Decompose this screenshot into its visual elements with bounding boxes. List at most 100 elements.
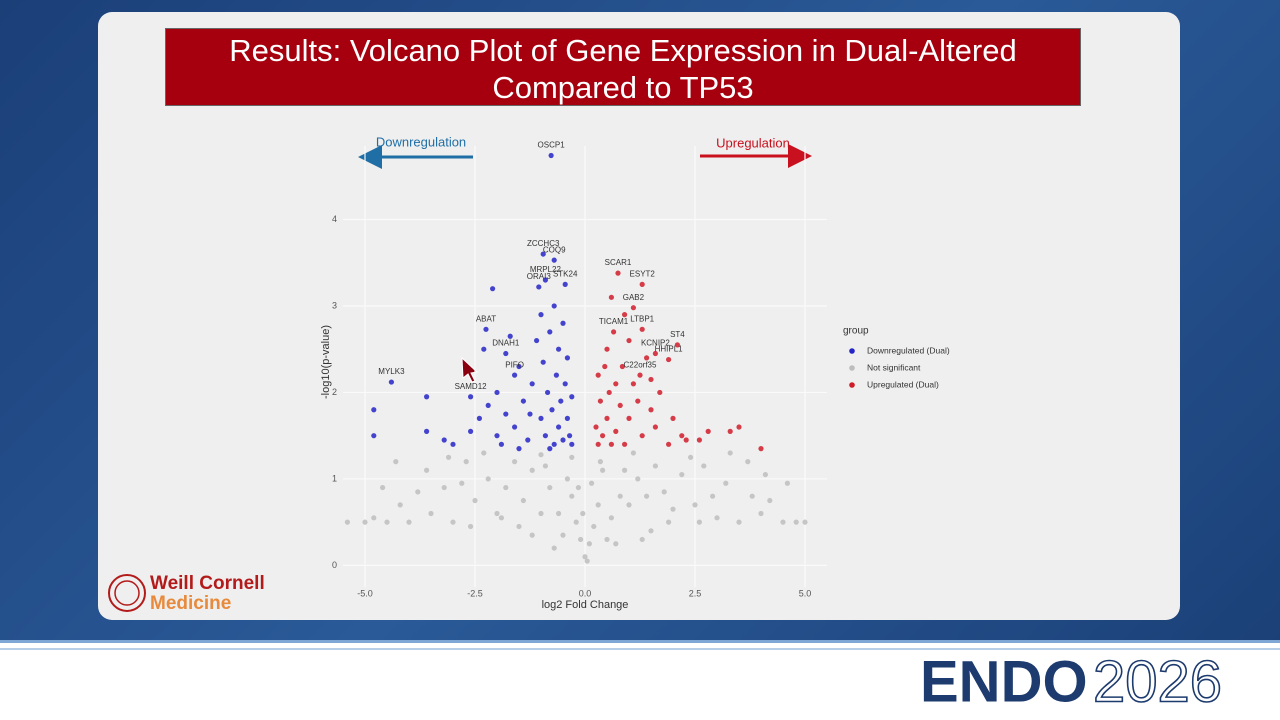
data-point bbox=[644, 355, 650, 361]
data-point bbox=[569, 394, 575, 400]
data-point bbox=[556, 346, 562, 352]
data-point bbox=[560, 320, 566, 326]
data-point bbox=[547, 329, 553, 335]
data-point bbox=[604, 536, 610, 543]
data-point bbox=[589, 480, 595, 486]
annotation: Upregulation bbox=[716, 135, 790, 150]
data-point bbox=[498, 441, 504, 447]
gene-label: LTBP1 bbox=[630, 314, 654, 323]
data-point bbox=[494, 510, 500, 517]
data-point bbox=[551, 257, 557, 263]
annotation: Downregulation bbox=[376, 134, 466, 149]
data-point bbox=[556, 510, 562, 517]
data-point bbox=[679, 433, 685, 439]
data-point bbox=[481, 450, 487, 456]
logo-text: Medicine bbox=[150, 593, 231, 614]
data-point bbox=[727, 428, 733, 434]
data-point bbox=[648, 407, 654, 413]
data-point bbox=[485, 402, 491, 409]
data-point bbox=[674, 342, 681, 348]
data-point bbox=[758, 510, 764, 517]
data-point bbox=[560, 532, 566, 538]
data-point bbox=[371, 407, 377, 413]
data-point bbox=[591, 523, 597, 530]
logo-text: Weill Cornell bbox=[150, 573, 265, 594]
x-tick-label: 0.0 bbox=[579, 588, 592, 598]
gene-label: SAMD12 bbox=[455, 382, 488, 391]
data-point bbox=[540, 359, 546, 365]
data-point bbox=[595, 502, 601, 508]
data-point bbox=[723, 480, 729, 486]
data-point bbox=[472, 497, 478, 504]
data-point bbox=[758, 446, 764, 452]
data-point bbox=[468, 394, 474, 400]
data-point bbox=[542, 277, 549, 283]
data-point bbox=[661, 489, 667, 495]
gene-label: STK24 bbox=[553, 269, 578, 278]
data-point bbox=[362, 519, 368, 525]
data-point bbox=[529, 467, 535, 473]
gene-label: ABAT bbox=[476, 314, 496, 323]
data-point bbox=[595, 372, 601, 378]
data-point bbox=[593, 424, 599, 430]
data-point bbox=[619, 363, 626, 370]
data-point bbox=[666, 519, 672, 525]
data-point bbox=[415, 489, 421, 495]
data-point bbox=[606, 389, 612, 396]
data-point bbox=[547, 484, 553, 491]
data-point bbox=[652, 424, 659, 430]
data-point bbox=[450, 519, 456, 525]
data-point bbox=[564, 415, 571, 421]
data-point bbox=[622, 467, 628, 473]
x-tick-label: 2.5 bbox=[689, 588, 702, 598]
data-point bbox=[569, 454, 575, 460]
y-tick-label: 2 bbox=[332, 387, 337, 397]
data-point bbox=[560, 437, 566, 443]
data-point bbox=[692, 502, 698, 508]
data-point bbox=[450, 441, 456, 447]
footer-logo: 2026 bbox=[1093, 649, 1222, 714]
y-tick-label: 1 bbox=[332, 473, 337, 483]
gene-label: C22orf35 bbox=[624, 360, 657, 369]
data-point bbox=[511, 372, 518, 378]
data-point bbox=[564, 476, 571, 482]
data-point bbox=[727, 450, 733, 456]
data-point bbox=[648, 376, 654, 383]
data-point bbox=[617, 402, 623, 409]
data-point bbox=[468, 428, 474, 434]
data-point bbox=[736, 519, 742, 525]
data-point bbox=[597, 398, 604, 404]
logo-crest bbox=[114, 580, 140, 606]
gene-label: ST4 bbox=[670, 330, 685, 339]
data-point bbox=[749, 493, 755, 499]
gene-label: ORAI3 bbox=[527, 272, 552, 281]
data-point bbox=[652, 463, 659, 469]
data-point bbox=[545, 389, 551, 396]
data-point bbox=[762, 471, 769, 478]
y-tick-label: 0 bbox=[332, 560, 337, 570]
data-point bbox=[498, 515, 504, 521]
data-point bbox=[688, 454, 694, 460]
data-point bbox=[490, 286, 496, 292]
data-point bbox=[611, 329, 617, 335]
x-tick-label: 5.0 bbox=[799, 588, 812, 598]
data-point bbox=[397, 502, 403, 508]
footer-logo: ENDO bbox=[920, 649, 1088, 714]
data-point bbox=[602, 363, 608, 370]
data-point bbox=[553, 372, 560, 378]
gene-label: HHIPL1 bbox=[655, 345, 684, 354]
logo-crest bbox=[108, 574, 146, 612]
data-point bbox=[538, 452, 544, 458]
data-point bbox=[666, 441, 672, 447]
gene-label: MRPL22 bbox=[530, 265, 562, 274]
data-point bbox=[424, 394, 430, 400]
data-point bbox=[538, 510, 544, 517]
data-point bbox=[635, 476, 641, 482]
data-point bbox=[520, 398, 527, 404]
y-axis-label: -log10(p-value) bbox=[320, 325, 332, 399]
data-point bbox=[527, 411, 533, 417]
gene-label: OSCP1 bbox=[538, 141, 566, 150]
data-point bbox=[626, 415, 632, 421]
data-point bbox=[538, 415, 544, 421]
